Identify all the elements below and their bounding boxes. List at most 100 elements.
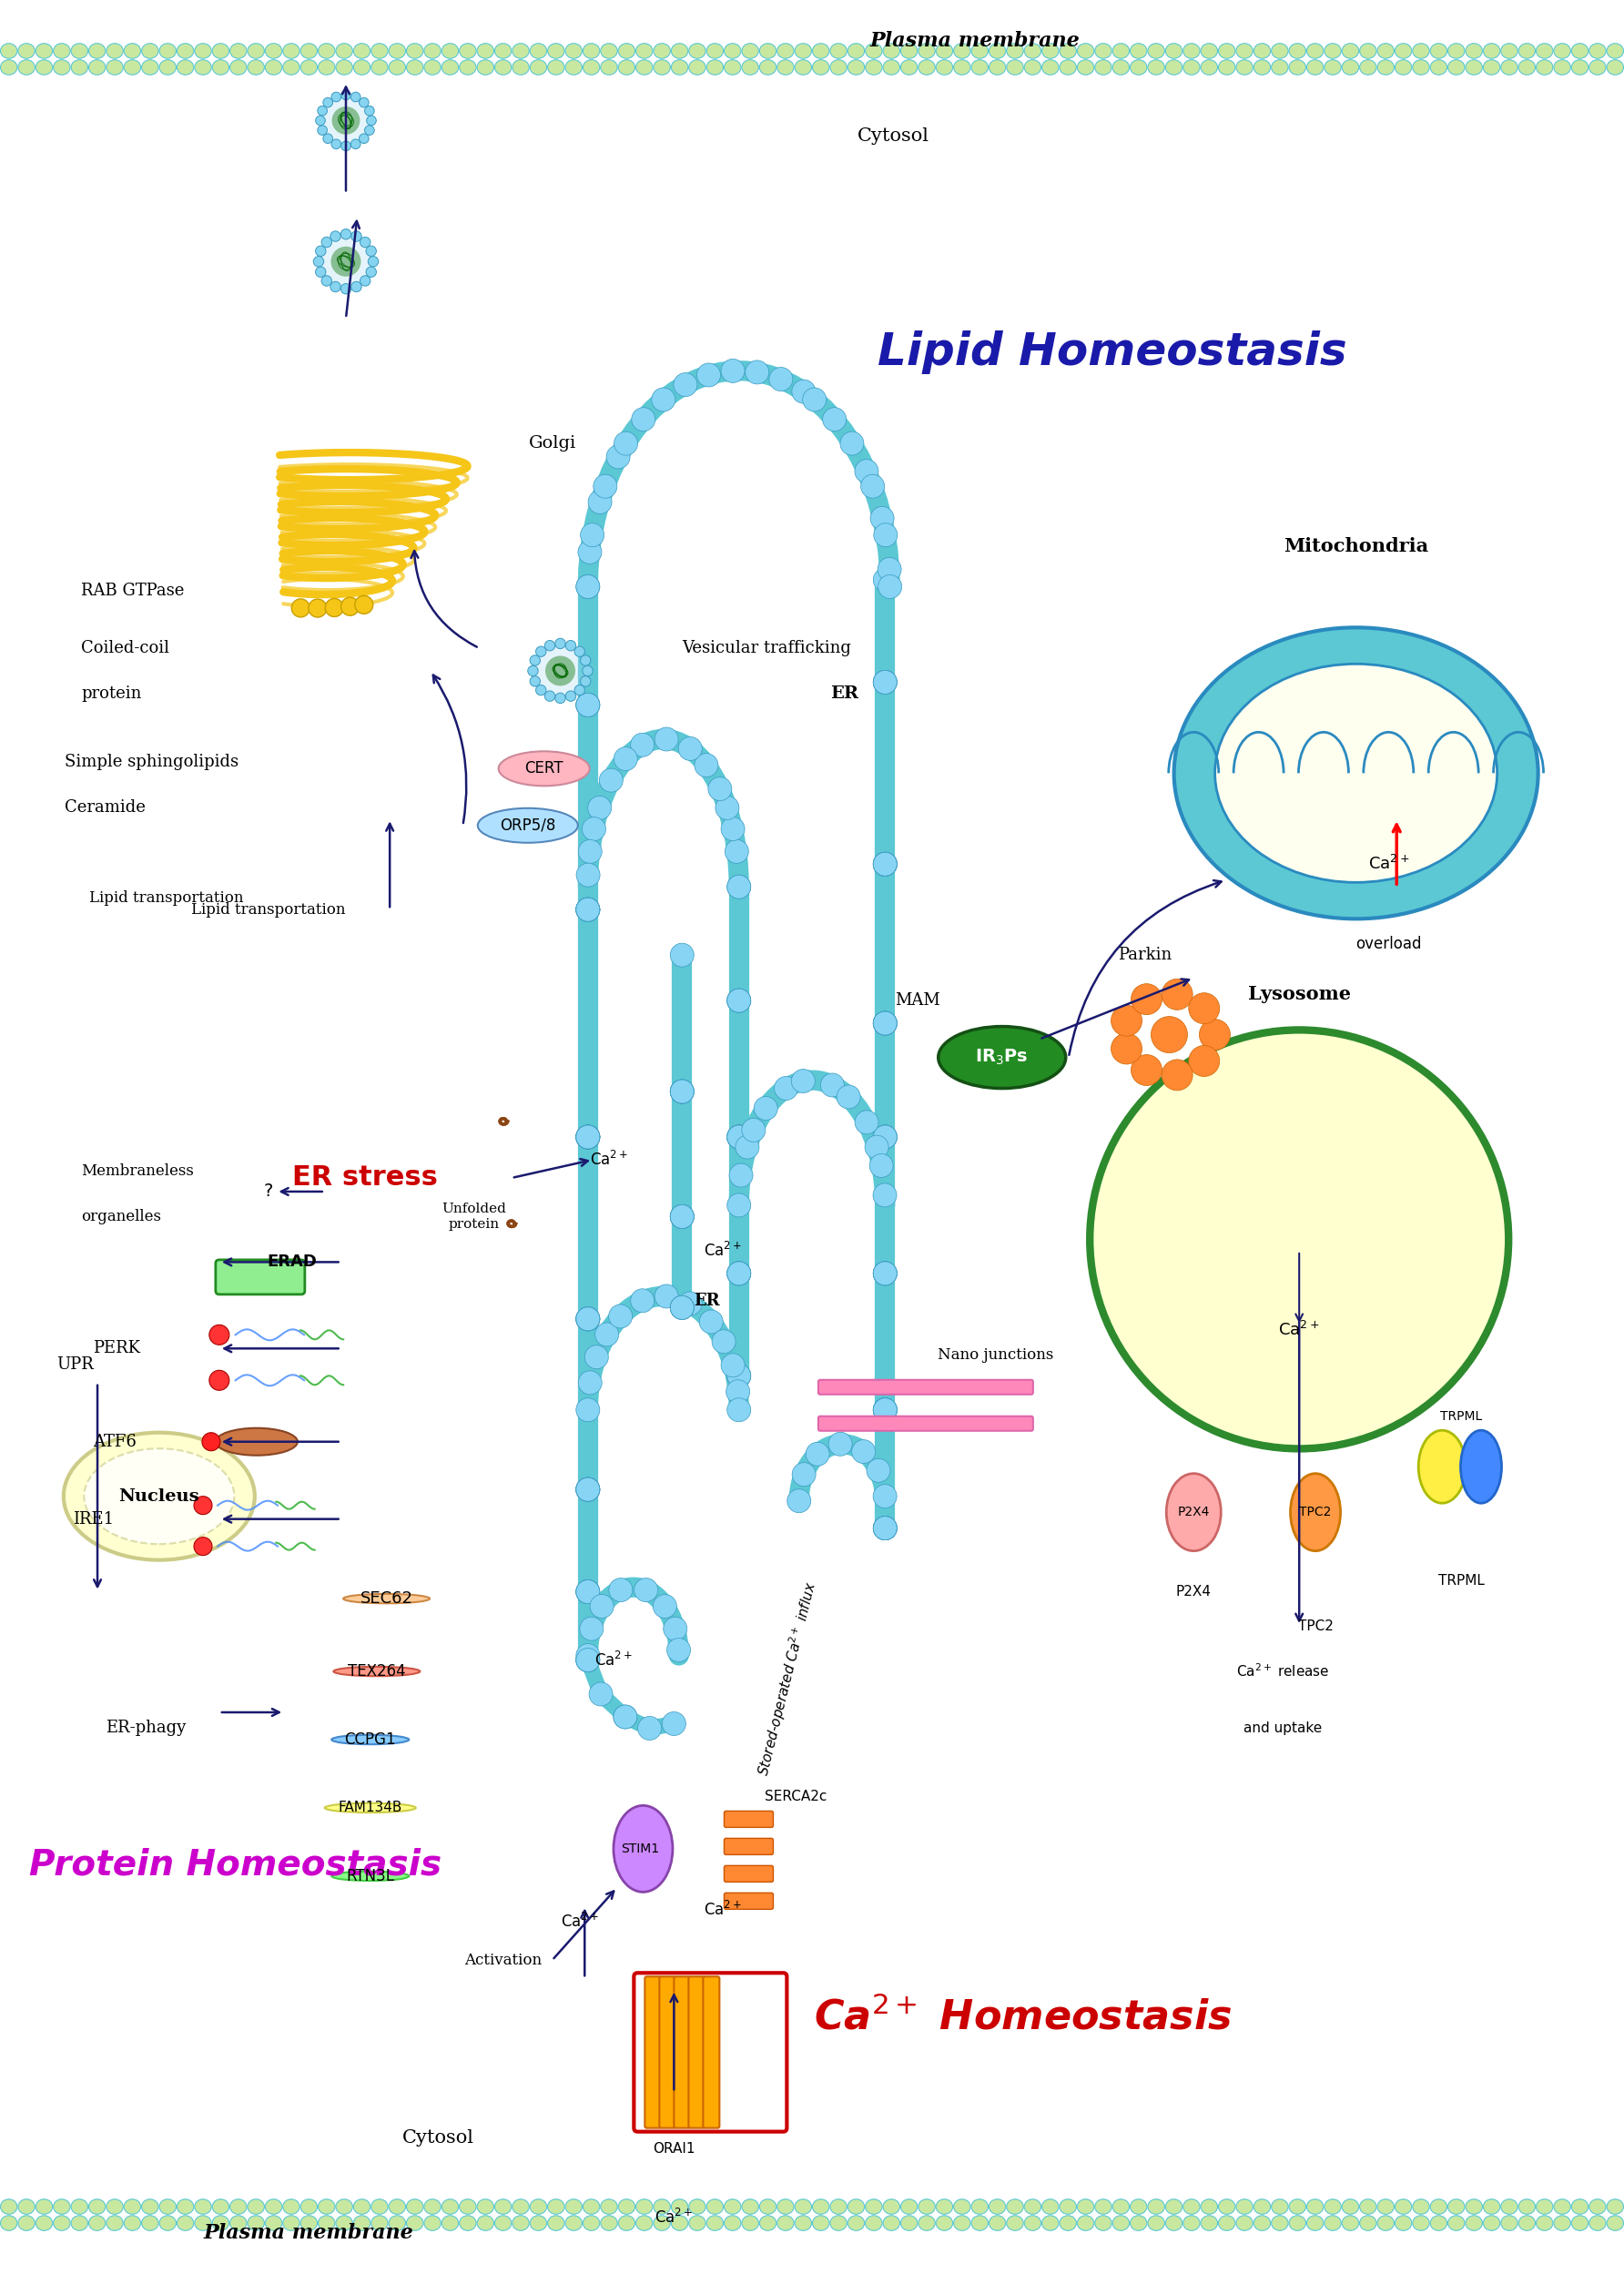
Ellipse shape xyxy=(351,282,362,291)
Ellipse shape xyxy=(989,43,1005,59)
Ellipse shape xyxy=(1395,59,1411,75)
Ellipse shape xyxy=(336,2215,352,2231)
Ellipse shape xyxy=(331,1735,409,1744)
Ellipse shape xyxy=(442,2215,458,2231)
Ellipse shape xyxy=(1554,2199,1570,2215)
Circle shape xyxy=(209,1371,229,1389)
Ellipse shape xyxy=(529,43,547,59)
Circle shape xyxy=(874,568,896,591)
Ellipse shape xyxy=(760,2199,776,2215)
Circle shape xyxy=(654,1285,679,1308)
Ellipse shape xyxy=(637,2215,653,2231)
Circle shape xyxy=(671,1080,693,1103)
Ellipse shape xyxy=(477,2199,494,2215)
Ellipse shape xyxy=(671,43,689,59)
Ellipse shape xyxy=(1395,43,1411,59)
Ellipse shape xyxy=(424,2199,440,2215)
Ellipse shape xyxy=(247,2199,265,2215)
FancyBboxPatch shape xyxy=(724,1892,773,1910)
Circle shape xyxy=(728,1126,750,1148)
Ellipse shape xyxy=(512,59,529,75)
Circle shape xyxy=(874,853,896,875)
Circle shape xyxy=(193,1496,213,1514)
Ellipse shape xyxy=(1413,2215,1429,2231)
Text: ER stress: ER stress xyxy=(292,1164,438,1192)
Ellipse shape xyxy=(1359,43,1377,59)
Ellipse shape xyxy=(336,43,352,59)
Ellipse shape xyxy=(565,43,581,59)
Ellipse shape xyxy=(653,59,671,75)
Ellipse shape xyxy=(1272,2199,1288,2215)
Ellipse shape xyxy=(341,91,351,100)
Circle shape xyxy=(671,1080,693,1103)
Circle shape xyxy=(577,694,599,716)
Circle shape xyxy=(577,864,599,887)
Ellipse shape xyxy=(0,43,18,59)
Text: ERAD: ERAD xyxy=(268,1253,317,1271)
Ellipse shape xyxy=(529,2215,547,2231)
Circle shape xyxy=(594,1323,619,1346)
FancyBboxPatch shape xyxy=(818,1417,1033,1430)
Circle shape xyxy=(614,1706,637,1728)
Ellipse shape xyxy=(89,2215,106,2231)
Ellipse shape xyxy=(671,2215,689,2231)
Ellipse shape xyxy=(359,98,369,107)
Ellipse shape xyxy=(365,125,374,134)
Text: CCPG1: CCPG1 xyxy=(344,1731,396,1749)
Ellipse shape xyxy=(1272,2215,1288,2231)
Circle shape xyxy=(874,1517,896,1539)
Ellipse shape xyxy=(1174,628,1538,919)
Ellipse shape xyxy=(54,43,70,59)
Ellipse shape xyxy=(318,2199,335,2215)
Ellipse shape xyxy=(265,2199,283,2215)
Circle shape xyxy=(874,853,896,875)
Ellipse shape xyxy=(315,266,326,277)
Ellipse shape xyxy=(18,2199,34,2215)
Circle shape xyxy=(1130,985,1163,1014)
Ellipse shape xyxy=(354,43,370,59)
Ellipse shape xyxy=(341,230,351,239)
Ellipse shape xyxy=(1184,43,1200,59)
Ellipse shape xyxy=(123,2199,141,2215)
Ellipse shape xyxy=(460,2199,476,2215)
Ellipse shape xyxy=(424,43,440,59)
Circle shape xyxy=(577,1126,599,1148)
Ellipse shape xyxy=(866,2199,882,2215)
Ellipse shape xyxy=(1236,43,1252,59)
Text: P2X4: P2X4 xyxy=(1176,1585,1212,1599)
Ellipse shape xyxy=(1590,59,1606,75)
Ellipse shape xyxy=(1501,2215,1518,2231)
Circle shape xyxy=(671,1205,693,1228)
Ellipse shape xyxy=(1572,2199,1588,2215)
Circle shape xyxy=(341,598,359,616)
Circle shape xyxy=(1111,1005,1142,1037)
Ellipse shape xyxy=(36,2199,52,2215)
Ellipse shape xyxy=(1112,2215,1129,2231)
Ellipse shape xyxy=(689,2215,706,2231)
Circle shape xyxy=(775,1076,797,1101)
Ellipse shape xyxy=(1554,2215,1570,2231)
Circle shape xyxy=(708,778,732,800)
Circle shape xyxy=(874,853,896,875)
Circle shape xyxy=(588,491,612,514)
Circle shape xyxy=(874,1126,896,1148)
Circle shape xyxy=(728,1364,750,1387)
Ellipse shape xyxy=(1377,59,1393,75)
Ellipse shape xyxy=(565,2215,581,2231)
Ellipse shape xyxy=(1112,59,1129,75)
Text: Nano junctions: Nano junctions xyxy=(937,1348,1054,1362)
Ellipse shape xyxy=(1272,59,1288,75)
Circle shape xyxy=(874,853,896,875)
Ellipse shape xyxy=(1590,2199,1606,2215)
Ellipse shape xyxy=(575,684,585,696)
Circle shape xyxy=(874,1399,896,1421)
Ellipse shape xyxy=(812,2215,830,2231)
Circle shape xyxy=(581,816,606,841)
Circle shape xyxy=(1151,1016,1187,1053)
Circle shape xyxy=(728,989,750,1012)
Ellipse shape xyxy=(213,2199,229,2215)
Ellipse shape xyxy=(866,2215,882,2231)
Ellipse shape xyxy=(689,59,706,75)
Ellipse shape xyxy=(528,666,538,675)
Circle shape xyxy=(721,359,745,382)
